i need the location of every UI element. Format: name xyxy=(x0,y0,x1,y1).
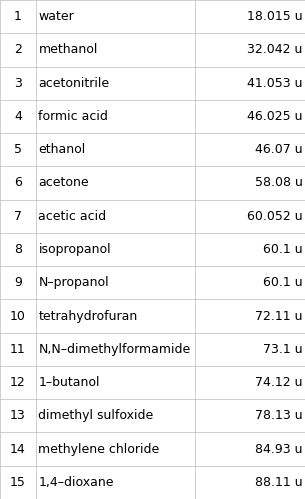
Text: 12: 12 xyxy=(10,376,26,389)
Text: acetic acid: acetic acid xyxy=(38,210,106,223)
Text: 8: 8 xyxy=(14,243,22,256)
Text: N–propanol: N–propanol xyxy=(38,276,109,289)
Text: 74.12 u: 74.12 u xyxy=(255,376,303,389)
Text: 9: 9 xyxy=(14,276,22,289)
Text: 32.042 u: 32.042 u xyxy=(247,43,303,56)
Text: 3: 3 xyxy=(14,77,22,90)
Text: 60.052 u: 60.052 u xyxy=(247,210,303,223)
Text: dimethyl sulfoxide: dimethyl sulfoxide xyxy=(38,409,154,422)
Text: 11: 11 xyxy=(10,343,26,356)
Text: 2: 2 xyxy=(14,43,22,56)
Text: formic acid: formic acid xyxy=(38,110,108,123)
Text: 41.053 u: 41.053 u xyxy=(247,77,303,90)
Text: 46.07 u: 46.07 u xyxy=(255,143,303,156)
Text: 72.11 u: 72.11 u xyxy=(255,309,303,322)
Text: 73.1 u: 73.1 u xyxy=(263,343,303,356)
Text: 60.1 u: 60.1 u xyxy=(263,276,303,289)
Text: methanol: methanol xyxy=(38,43,98,56)
Text: N,N–dimethylformamide: N,N–dimethylformamide xyxy=(38,343,191,356)
Text: 60.1 u: 60.1 u xyxy=(263,243,303,256)
Text: 15: 15 xyxy=(10,476,26,489)
Text: 18.015 u: 18.015 u xyxy=(247,10,303,23)
Text: 5: 5 xyxy=(14,143,22,156)
Text: 58.08 u: 58.08 u xyxy=(255,177,303,190)
Text: 78.13 u: 78.13 u xyxy=(255,409,303,422)
Text: ethanol: ethanol xyxy=(38,143,86,156)
Text: 10: 10 xyxy=(10,309,26,322)
Text: 84.93 u: 84.93 u xyxy=(255,443,303,456)
Text: acetonitrile: acetonitrile xyxy=(38,77,109,90)
Text: tetrahydrofuran: tetrahydrofuran xyxy=(38,309,138,322)
Text: 46.025 u: 46.025 u xyxy=(247,110,303,123)
Text: 6: 6 xyxy=(14,177,22,190)
Text: 13: 13 xyxy=(10,409,26,422)
Text: isopropanol: isopropanol xyxy=(38,243,111,256)
Text: 7: 7 xyxy=(14,210,22,223)
Text: 1,4–dioxane: 1,4–dioxane xyxy=(38,476,114,489)
Text: methylene chloride: methylene chloride xyxy=(38,443,160,456)
Text: acetone: acetone xyxy=(38,177,89,190)
Text: 1–butanol: 1–butanol xyxy=(38,376,100,389)
Text: 4: 4 xyxy=(14,110,22,123)
Text: 1: 1 xyxy=(14,10,22,23)
Text: 88.11 u: 88.11 u xyxy=(255,476,303,489)
Text: water: water xyxy=(38,10,74,23)
Text: 14: 14 xyxy=(10,443,26,456)
